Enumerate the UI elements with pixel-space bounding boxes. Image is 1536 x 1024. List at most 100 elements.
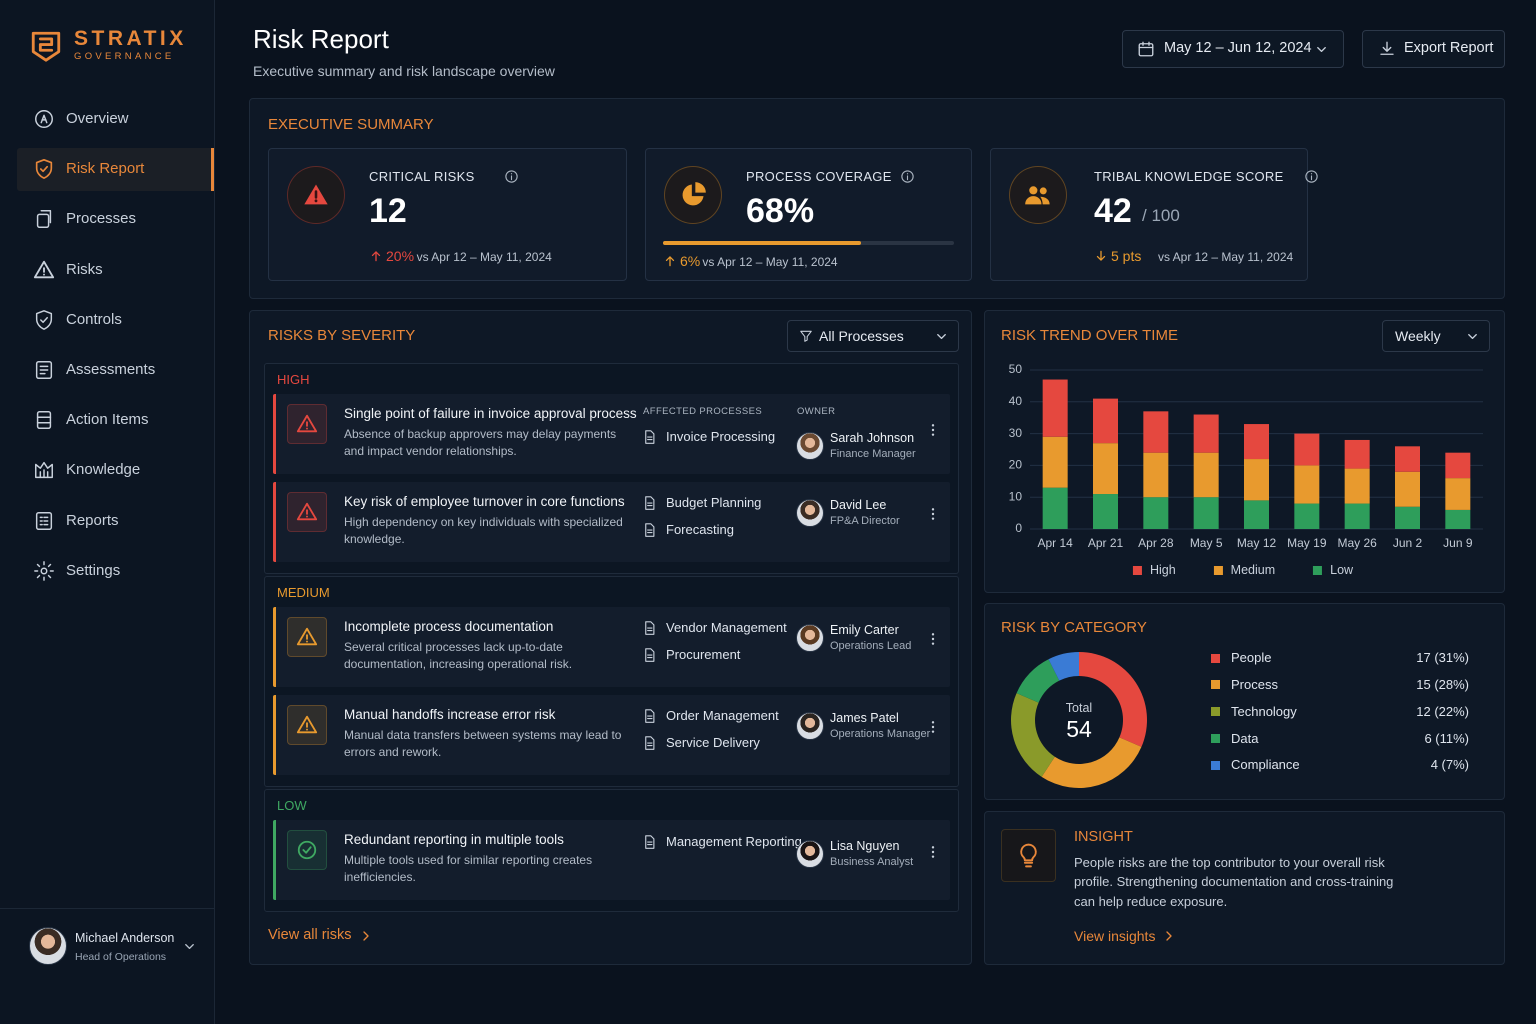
risk-title: Redundant reporting in multiple tools (344, 831, 564, 847)
icon-part (931, 850, 935, 854)
nav-item[interactable]: Overview (66, 110, 129, 127)
icon-part (645, 430, 655, 444)
icon-part (302, 846, 312, 854)
nav-item[interactable]: Reports (66, 511, 119, 529)
kpi-change: 20% (386, 247, 415, 264)
severity-label: MEDIUM (277, 585, 330, 601)
kpi-info[interactable] (504, 169, 519, 184)
icon-part (1468, 334, 1477, 339)
date-picker[interactable] (1122, 30, 1344, 68)
kpi-info[interactable] (900, 169, 915, 184)
nav-item[interactable]: Settings (66, 561, 121, 579)
icon-part (304, 184, 328, 205)
insight-link[interactable]: View insights (1074, 927, 1156, 944)
icon-part (1380, 41, 1394, 55)
period-select[interactable] (1382, 320, 1490, 352)
row-menu[interactable] (925, 506, 941, 522)
risk-icon (296, 626, 318, 648)
risk-row (273, 394, 950, 474)
kpi-icon (679, 181, 707, 209)
icon-part (1166, 931, 1172, 941)
insight-icon-bg (1001, 829, 1056, 882)
icon-part (647, 627, 653, 632)
icon-part (1020, 843, 1037, 868)
period-value: Weekly (1395, 327, 1441, 344)
nav-item[interactable]: Controls (66, 310, 122, 328)
owner-role: Finance Manager (830, 448, 916, 461)
row-menu[interactable] (925, 844, 941, 860)
risk-icon (296, 501, 318, 523)
icon-part (1096, 250, 1106, 261)
icon-part (645, 621, 655, 635)
icon-part (371, 251, 381, 262)
icon-part (34, 560, 54, 581)
nav-item[interactable]: Knowledge (66, 461, 141, 479)
nav-icon (33, 359, 55, 381)
row-menu[interactable] (925, 422, 941, 438)
icon-part (1310, 173, 1312, 175)
trend-arrow (663, 254, 677, 268)
icon-part (306, 640, 308, 643)
icon-part (645, 735, 655, 750)
user-name: Michael Anderson (75, 930, 175, 945)
row-menu[interactable] (925, 719, 941, 735)
icon-part (35, 511, 53, 530)
kpi-info[interactable] (1304, 169, 1319, 184)
icon-part (1317, 47, 1326, 52)
nav-item[interactable]: Processes (66, 210, 137, 228)
kpi-change: 5 pts (1111, 247, 1142, 264)
severity-label: HIGH (277, 372, 310, 388)
legend-swatch (1211, 760, 1220, 770)
risk-description: Several critical processes lack up-to-da… (344, 640, 573, 671)
process-filter[interactable] (787, 320, 959, 352)
nav-item[interactable]: Risk Report (66, 160, 145, 178)
icon-part (1096, 250, 1106, 261)
brand-logo (29, 25, 63, 67)
icon-part (901, 170, 914, 183)
icon-part (296, 715, 318, 734)
nav-item[interactable]: Assessments (66, 361, 156, 378)
legend-value: 12 (22%) (1416, 703, 1469, 719)
icon-part (645, 621, 655, 635)
risk-icon (296, 839, 318, 861)
icon-part (931, 730, 935, 733)
legend-value: 17 (31%) (1416, 650, 1469, 666)
legend-swatch (1132, 565, 1142, 575)
icon-part (36, 411, 52, 430)
legend-value: 4 (7%) (1430, 757, 1469, 773)
icon-part (931, 508, 935, 511)
icon-part (35, 159, 53, 180)
row-menu[interactable] (925, 631, 941, 647)
risk-row (273, 695, 950, 775)
process-name: Service Delivery (666, 734, 760, 750)
legend-label: High (1149, 563, 1176, 577)
nav-icon (33, 108, 55, 130)
legend-swatch (1211, 707, 1220, 717)
icon-part (297, 840, 317, 860)
icon-part (647, 841, 653, 846)
risk-icon (296, 714, 318, 736)
icon-part (906, 173, 908, 175)
legend-swatch (1211, 733, 1220, 743)
icon-part (931, 721, 935, 733)
nav-item[interactable]: Action Items (66, 411, 149, 429)
insight-title: INSIGHT (1074, 829, 1133, 846)
nav-icon (33, 259, 55, 281)
icon-part (363, 931, 369, 941)
icon-part (1166, 931, 1172, 941)
kpi-label: PROCESS COVERAGE (746, 169, 892, 185)
icon-part (1304, 170, 1318, 183)
view-all-risks[interactable]: View all risks (268, 927, 352, 944)
nav-item[interactable]: Risks (66, 260, 103, 278)
icon-part (645, 709, 655, 723)
icon-part (36, 210, 52, 229)
icon-part (931, 846, 935, 849)
user-menu[interactable] (182, 939, 197, 954)
icon-part (40, 210, 52, 224)
icon-part (36, 416, 52, 424)
export-button[interactable] (1362, 30, 1505, 68)
icon-part (185, 944, 194, 949)
process-icon (642, 647, 657, 663)
process-icon (642, 708, 657, 724)
icon-part (33, 260, 55, 278)
